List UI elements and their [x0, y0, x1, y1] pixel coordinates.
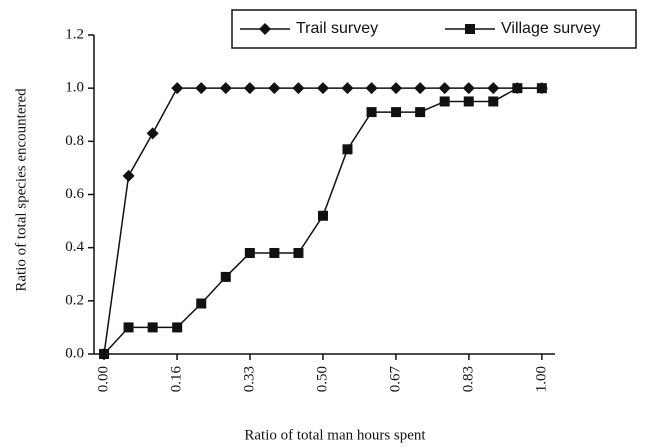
marker	[415, 107, 426, 118]
y-tick-label: 0.4	[65, 239, 84, 255]
x-axis-label: Ratio of total man hours spent	[244, 427, 426, 443]
y-tick-label: 0.6	[65, 186, 84, 202]
marker	[463, 96, 474, 107]
marker	[316, 82, 329, 95]
marker	[243, 82, 256, 95]
x-tick-label: 0.16	[168, 366, 184, 393]
marker	[536, 83, 547, 94]
marker	[172, 322, 183, 333]
series-line	[103, 87, 542, 355]
marker	[465, 24, 475, 34]
marker	[414, 82, 427, 95]
marker	[147, 322, 158, 333]
marker	[438, 82, 451, 95]
marker	[269, 247, 280, 258]
marker	[122, 169, 135, 182]
marker	[488, 96, 499, 107]
marker	[342, 144, 353, 155]
marker	[171, 82, 184, 95]
marker	[317, 210, 328, 221]
legend-label: Village survey	[501, 20, 600, 37]
x-tick-label: 0.00	[96, 366, 112, 392]
x-tick-label: 0.50	[314, 366, 330, 392]
marker	[220, 271, 231, 282]
x-tick-label: 0.83	[460, 366, 476, 392]
marker	[293, 247, 304, 258]
x-tick-label: 1.00	[533, 366, 549, 392]
marker	[219, 82, 232, 95]
legend-box	[231, 9, 637, 49]
marker	[391, 107, 402, 118]
y-tick-label: 0.8	[65, 133, 84, 149]
marker	[196, 298, 207, 309]
marker	[341, 82, 354, 95]
marker	[123, 322, 134, 333]
marker	[439, 96, 450, 107]
x-tick-label: 0.67	[387, 366, 403, 393]
series-line	[103, 87, 542, 355]
marker	[365, 82, 378, 95]
y-tick-label: 1.0	[65, 80, 84, 96]
marker	[259, 23, 271, 35]
y-axis-label: Ratio of total species encountered	[13, 88, 29, 292]
x-tick-label: 0.33	[241, 366, 257, 392]
y-tick-label: 1.2	[65, 26, 84, 42]
legend-label: Trail survey	[296, 20, 378, 37]
marker	[462, 82, 475, 95]
marker	[390, 82, 403, 95]
marker	[487, 82, 500, 95]
y-tick-label: 0.2	[65, 292, 84, 308]
marker	[366, 107, 377, 118]
marker	[244, 247, 255, 258]
marker	[292, 82, 305, 95]
marker	[268, 82, 281, 95]
marker	[146, 127, 159, 140]
marker	[99, 349, 110, 359]
marker	[195, 82, 208, 95]
marker	[512, 83, 523, 94]
y-tick-label: 0.0	[65, 345, 84, 361]
